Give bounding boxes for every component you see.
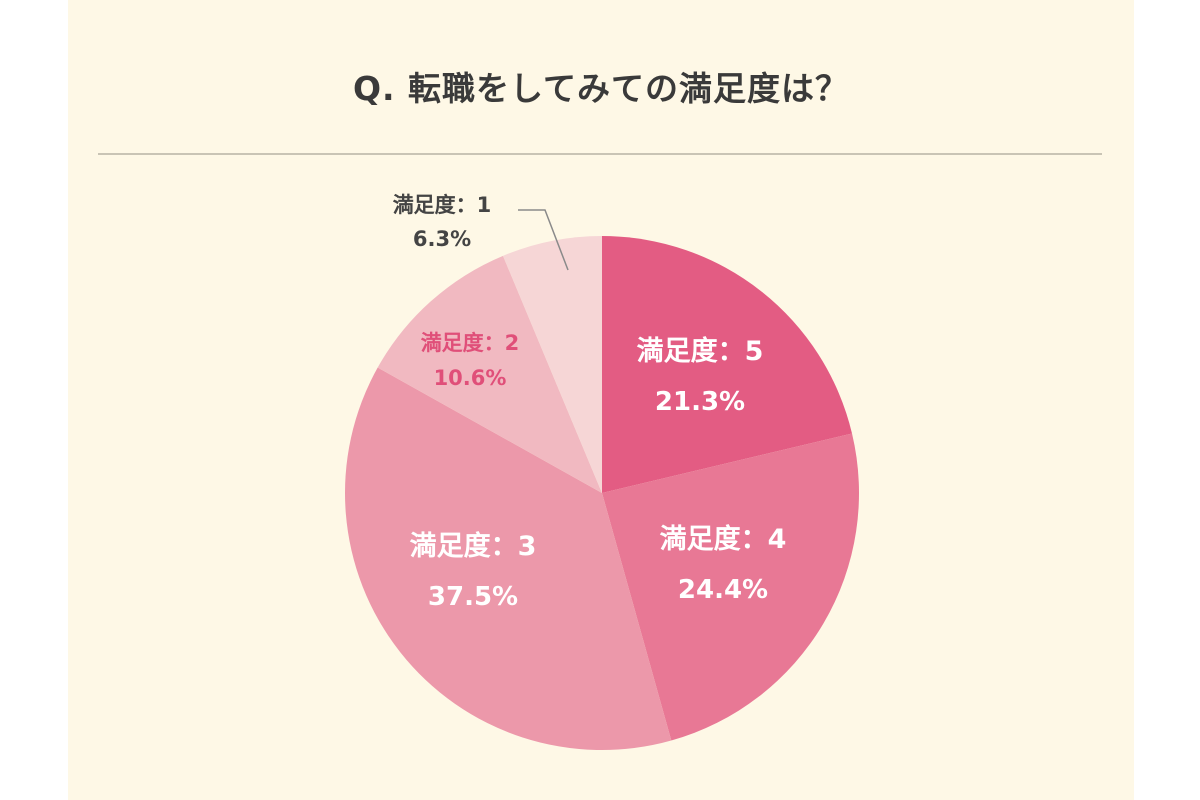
- slice-category-label: 満足度：4: [660, 523, 787, 555]
- leader-polyline-satisfaction-1: [518, 209, 569, 271]
- slice-value-label: 6.3%: [413, 227, 471, 251]
- slice-value-label: 37.5%: [428, 582, 518, 612]
- slice-value-label: 24.4%: [678, 575, 768, 605]
- pie-slice-2: [602, 433, 860, 741]
- slice-category-label: 満足度：5: [637, 335, 764, 367]
- title-divider: [98, 153, 1102, 155]
- slice-category-label: 満足度：3: [410, 530, 537, 562]
- slice-category-label: 満足度：1: [393, 193, 492, 217]
- pie-slice-3: [344, 367, 672, 751]
- pie-slice-4: [377, 255, 602, 493]
- pie-labels: 満足度：5 21.3% 満足度：4 24.4% 満足度：3 37.5% 満足度：2 10.6%…: [393, 193, 787, 612]
- slice-value-label: 10.6%: [434, 366, 507, 390]
- slice-value-label: 21.3%: [655, 387, 745, 417]
- pie-slice-5: [503, 236, 602, 493]
- slice-category-label: 満足度：2: [421, 331, 520, 355]
- pie-slices: [344, 236, 860, 751]
- chart-title: Q. 転職をしてみての満足度は？: [352, 69, 850, 108]
- pie-slice-1: [602, 236, 853, 493]
